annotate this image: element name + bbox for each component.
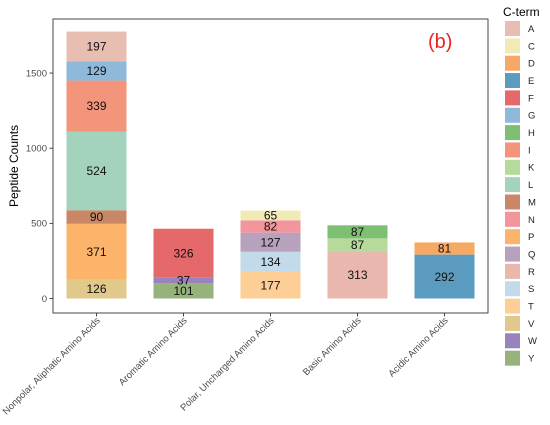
legend-key-g <box>505 107 520 123</box>
bar-segment-v <box>66 279 127 299</box>
legend-label-f: F <box>528 93 534 104</box>
y-tick-label: 1000 <box>26 144 47 155</box>
legend-label-v: V <box>528 319 535 330</box>
bar-segment-q <box>240 232 301 252</box>
legend-key-p <box>505 229 520 245</box>
segment-value-label: 197 <box>86 40 106 54</box>
y-tick-label: 0 <box>42 294 47 305</box>
legend-key-h <box>505 125 520 141</box>
legend-label-k: K <box>528 163 535 174</box>
y-axis-title: Peptide Counts <box>7 125 21 207</box>
legend-key-t <box>505 298 520 314</box>
bar-segment-s <box>240 251 301 272</box>
bar-segment-i <box>66 80 127 132</box>
bar-segment-k <box>327 238 388 252</box>
legend-label-e: E <box>528 76 534 87</box>
legend-label-h: H <box>528 128 535 139</box>
legend-key-r <box>505 263 520 279</box>
legend-key-m <box>505 194 520 210</box>
legend-key-n <box>505 211 520 227</box>
legend-key-q <box>505 246 520 262</box>
legend-key-i <box>505 142 520 158</box>
legend-key-f <box>505 90 520 106</box>
legend-key-y <box>505 350 520 366</box>
segment-value-label: 37 <box>177 274 191 288</box>
legend-key-a <box>505 21 520 36</box>
segment-value-label: 65 <box>264 209 278 223</box>
segment-value-label: 129 <box>86 64 106 78</box>
segment-value-label: 339 <box>86 99 106 113</box>
segment-value-label: 292 <box>434 270 454 284</box>
bar-segment-n <box>240 220 301 233</box>
bar-segment-l <box>66 131 127 211</box>
segment-value-label: 524 <box>86 164 106 178</box>
legend-key-w <box>505 333 520 349</box>
segment-value-label: 177 <box>260 278 280 292</box>
bar-segment-p <box>66 223 127 280</box>
segment-value-label: 326 <box>173 246 193 260</box>
bar-segment-e <box>414 254 475 299</box>
legend-key-d <box>505 55 520 71</box>
bar-segment-y <box>153 283 214 299</box>
legend-label-d: D <box>528 59 535 70</box>
legend-label-w: W <box>528 336 537 347</box>
segment-value-label: 127 <box>260 235 280 249</box>
segment-value-label: 87 <box>351 238 365 252</box>
bar-segment-h <box>327 225 388 239</box>
legend-label-p: P <box>528 232 534 243</box>
legend-title: C-term <box>503 5 540 19</box>
legend-key-k <box>505 159 520 175</box>
legend-label-a: A <box>528 24 535 35</box>
legend-key-v <box>505 315 520 331</box>
bar-segment-g <box>66 61 127 81</box>
legend-label-c: C <box>528 41 535 52</box>
legend-key-l <box>505 177 520 193</box>
bar-segment-d <box>414 242 475 255</box>
legend-key-c <box>505 38 520 54</box>
segment-value-label: 90 <box>90 210 104 224</box>
segment-value-label: 371 <box>86 245 106 259</box>
segment-value-label: 87 <box>351 225 365 239</box>
segment-value-label: 82 <box>264 220 278 234</box>
bar-segment-t <box>240 271 301 299</box>
legend-label-g: G <box>528 111 535 122</box>
panel-tag: (b) <box>428 31 452 53</box>
y-axis: 0 500 1000 1500 <box>26 68 53 305</box>
y-tick-label: 500 <box>31 219 47 230</box>
y-tick-label: 1500 <box>26 68 47 79</box>
legend-label-y: Y <box>528 354 535 365</box>
legend-label-m: M <box>528 197 536 208</box>
bar-segment-r <box>327 251 388 299</box>
legend-key-e <box>505 73 520 89</box>
legend-key-s <box>505 281 520 297</box>
legend-label-l: L <box>528 180 533 191</box>
bar-segment-c <box>240 210 301 221</box>
legend-label-r: R <box>528 267 535 278</box>
segment-value-label: 81 <box>438 242 452 256</box>
bar-segment-w <box>153 277 214 284</box>
segment-value-label: 313 <box>347 268 367 282</box>
bar-segment-a <box>66 31 127 62</box>
bar-segment-f <box>153 228 214 278</box>
segment-value-label: 134 <box>260 255 280 269</box>
segment-value-label: 126 <box>86 282 106 296</box>
legend-label-q: Q <box>528 249 535 260</box>
bar-segment-m <box>66 210 127 224</box>
legend-label-i: I <box>528 145 531 156</box>
segment-value-label: 101 <box>173 284 193 298</box>
legend-label-s: S <box>528 284 534 295</box>
legend-label-n: N <box>528 215 535 226</box>
legend-label-t: T <box>528 302 534 313</box>
bars-layer <box>66 31 475 299</box>
